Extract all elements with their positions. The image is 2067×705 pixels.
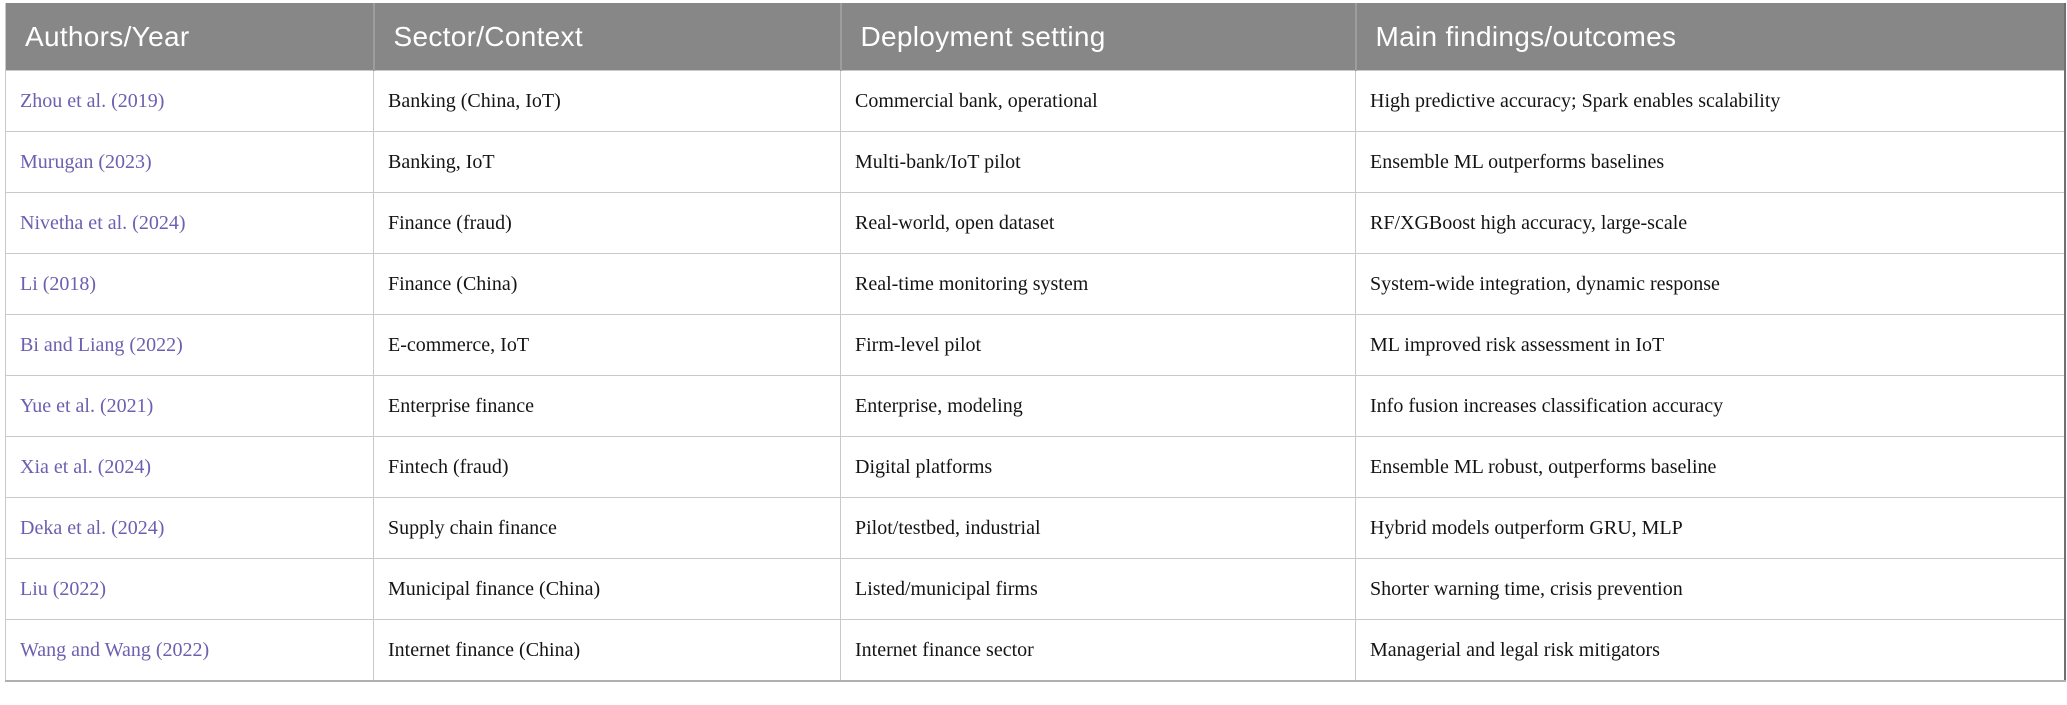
- author-year-cell: Deka et al. (2024): [5, 497, 374, 559]
- table-row: Deka et al. (2024) Supply chain finance …: [5, 497, 2065, 559]
- deployment-cell: Commercial bank, operational: [840, 70, 1356, 132]
- table-row: Murugan (2023) Banking, IoT Multi-bank/I…: [5, 131, 2065, 193]
- table-row: Zhou et al. (2019) Banking (China, IoT) …: [5, 70, 2065, 132]
- table-row: Wang and Wang (2022) Internet finance (C…: [5, 619, 2065, 681]
- col-header-authors-year: Authors/Year: [5, 3, 374, 71]
- findings-cell: Managerial and legal risk mitigators: [1355, 619, 2065, 681]
- findings-cell: Hybrid models outperform GRU, MLP: [1355, 497, 2065, 559]
- deployment-cell: Listed/municipal firms: [840, 558, 1356, 620]
- findings-cell: System-wide integration, dynamic respons…: [1355, 253, 2065, 315]
- table-row: Bi and Liang (2022) E-commerce, IoT Firm…: [5, 314, 2065, 376]
- sector-cell: Finance (China): [373, 253, 841, 315]
- deployment-cell: Multi-bank/IoT pilot: [840, 131, 1356, 193]
- citation-link[interactable]: Liu (2022): [20, 577, 107, 600]
- deployment-cell: Firm-level pilot: [840, 314, 1356, 376]
- deployment-cell: Pilot/testbed, industrial: [840, 497, 1356, 559]
- author-year-cell: Li (2018): [5, 253, 374, 315]
- citation-link[interactable]: Yue et al. (2021): [20, 394, 154, 417]
- literature-review-table: Authors/Year Sector/Context Deployment s…: [5, 3, 2066, 682]
- author-year-cell: Yue et al. (2021): [5, 375, 374, 437]
- deployment-cell: Internet finance sector: [840, 619, 1356, 681]
- sector-cell: Finance (fraud): [373, 192, 841, 254]
- findings-cell: Ensemble ML robust, outperforms baseline: [1355, 436, 2065, 498]
- author-year-cell: Murugan (2023): [5, 131, 374, 193]
- author-year-cell: Liu (2022): [5, 558, 374, 620]
- citation-link[interactable]: Wang and Wang (2022): [20, 638, 210, 661]
- table-row: Yue et al. (2021) Enterprise finance Ent…: [5, 375, 2065, 437]
- deployment-cell: Real-world, open dataset: [840, 192, 1356, 254]
- author-year-cell: Wang and Wang (2022): [5, 619, 374, 681]
- table-header-row: Authors/Year Sector/Context Deployment s…: [5, 3, 2065, 71]
- sector-cell: Fintech (fraud): [373, 436, 841, 498]
- table-row: Xia et al. (2024) Fintech (fraud) Digita…: [5, 436, 2065, 498]
- deployment-cell: Real-time monitoring system: [840, 253, 1356, 315]
- author-year-cell: Zhou et al. (2019): [5, 70, 374, 132]
- citation-link[interactable]: Bi and Liang (2022): [20, 333, 183, 356]
- author-year-cell: Bi and Liang (2022): [5, 314, 374, 376]
- col-header-deployment-setting: Deployment setting: [839, 3, 1356, 71]
- sector-cell: E-commerce, IoT: [373, 314, 841, 376]
- citation-link[interactable]: Li (2018): [20, 272, 97, 295]
- findings-cell: Shorter warning time, crisis prevention: [1355, 558, 2065, 620]
- sector-cell: Enterprise finance: [373, 375, 841, 437]
- citation-link[interactable]: Murugan (2023): [20, 150, 152, 173]
- deployment-cell: Enterprise, modeling: [840, 375, 1356, 437]
- col-header-sector-context: Sector/Context: [372, 3, 841, 71]
- findings-cell: ML improved risk assessment in IoT: [1355, 314, 2065, 376]
- sector-cell: Internet finance (China): [373, 619, 841, 681]
- author-year-cell: Xia et al. (2024): [5, 436, 374, 498]
- findings-cell: RF/XGBoost high accuracy, large-scale: [1355, 192, 2065, 254]
- sector-cell: Banking, IoT: [373, 131, 841, 193]
- citation-link[interactable]: Nivetha et al. (2024): [20, 211, 186, 234]
- sector-cell: Banking (China, IoT): [373, 70, 841, 132]
- citation-link[interactable]: Xia et al. (2024): [20, 455, 152, 478]
- table-row: Liu (2022) Municipal finance (China) Lis…: [5, 558, 2065, 620]
- col-header-main-findings: Main findings/outcomes: [1354, 3, 2065, 71]
- findings-cell: Info fusion increases classification acc…: [1355, 375, 2065, 437]
- deployment-cell: Digital platforms: [840, 436, 1356, 498]
- table-row: Li (2018) Finance (China) Real-time moni…: [5, 253, 2065, 315]
- findings-cell: High predictive accuracy; Spark enables …: [1355, 70, 2065, 132]
- findings-cell: Ensemble ML outperforms baselines: [1355, 131, 2065, 193]
- sector-cell: Municipal finance (China): [373, 558, 841, 620]
- citation-link[interactable]: Zhou et al. (2019): [20, 89, 165, 112]
- sector-cell: Supply chain finance: [373, 497, 841, 559]
- table-row: Nivetha et al. (2024) Finance (fraud) Re…: [5, 192, 2065, 254]
- author-year-cell: Nivetha et al. (2024): [5, 192, 374, 254]
- citation-link[interactable]: Deka et al. (2024): [20, 516, 165, 539]
